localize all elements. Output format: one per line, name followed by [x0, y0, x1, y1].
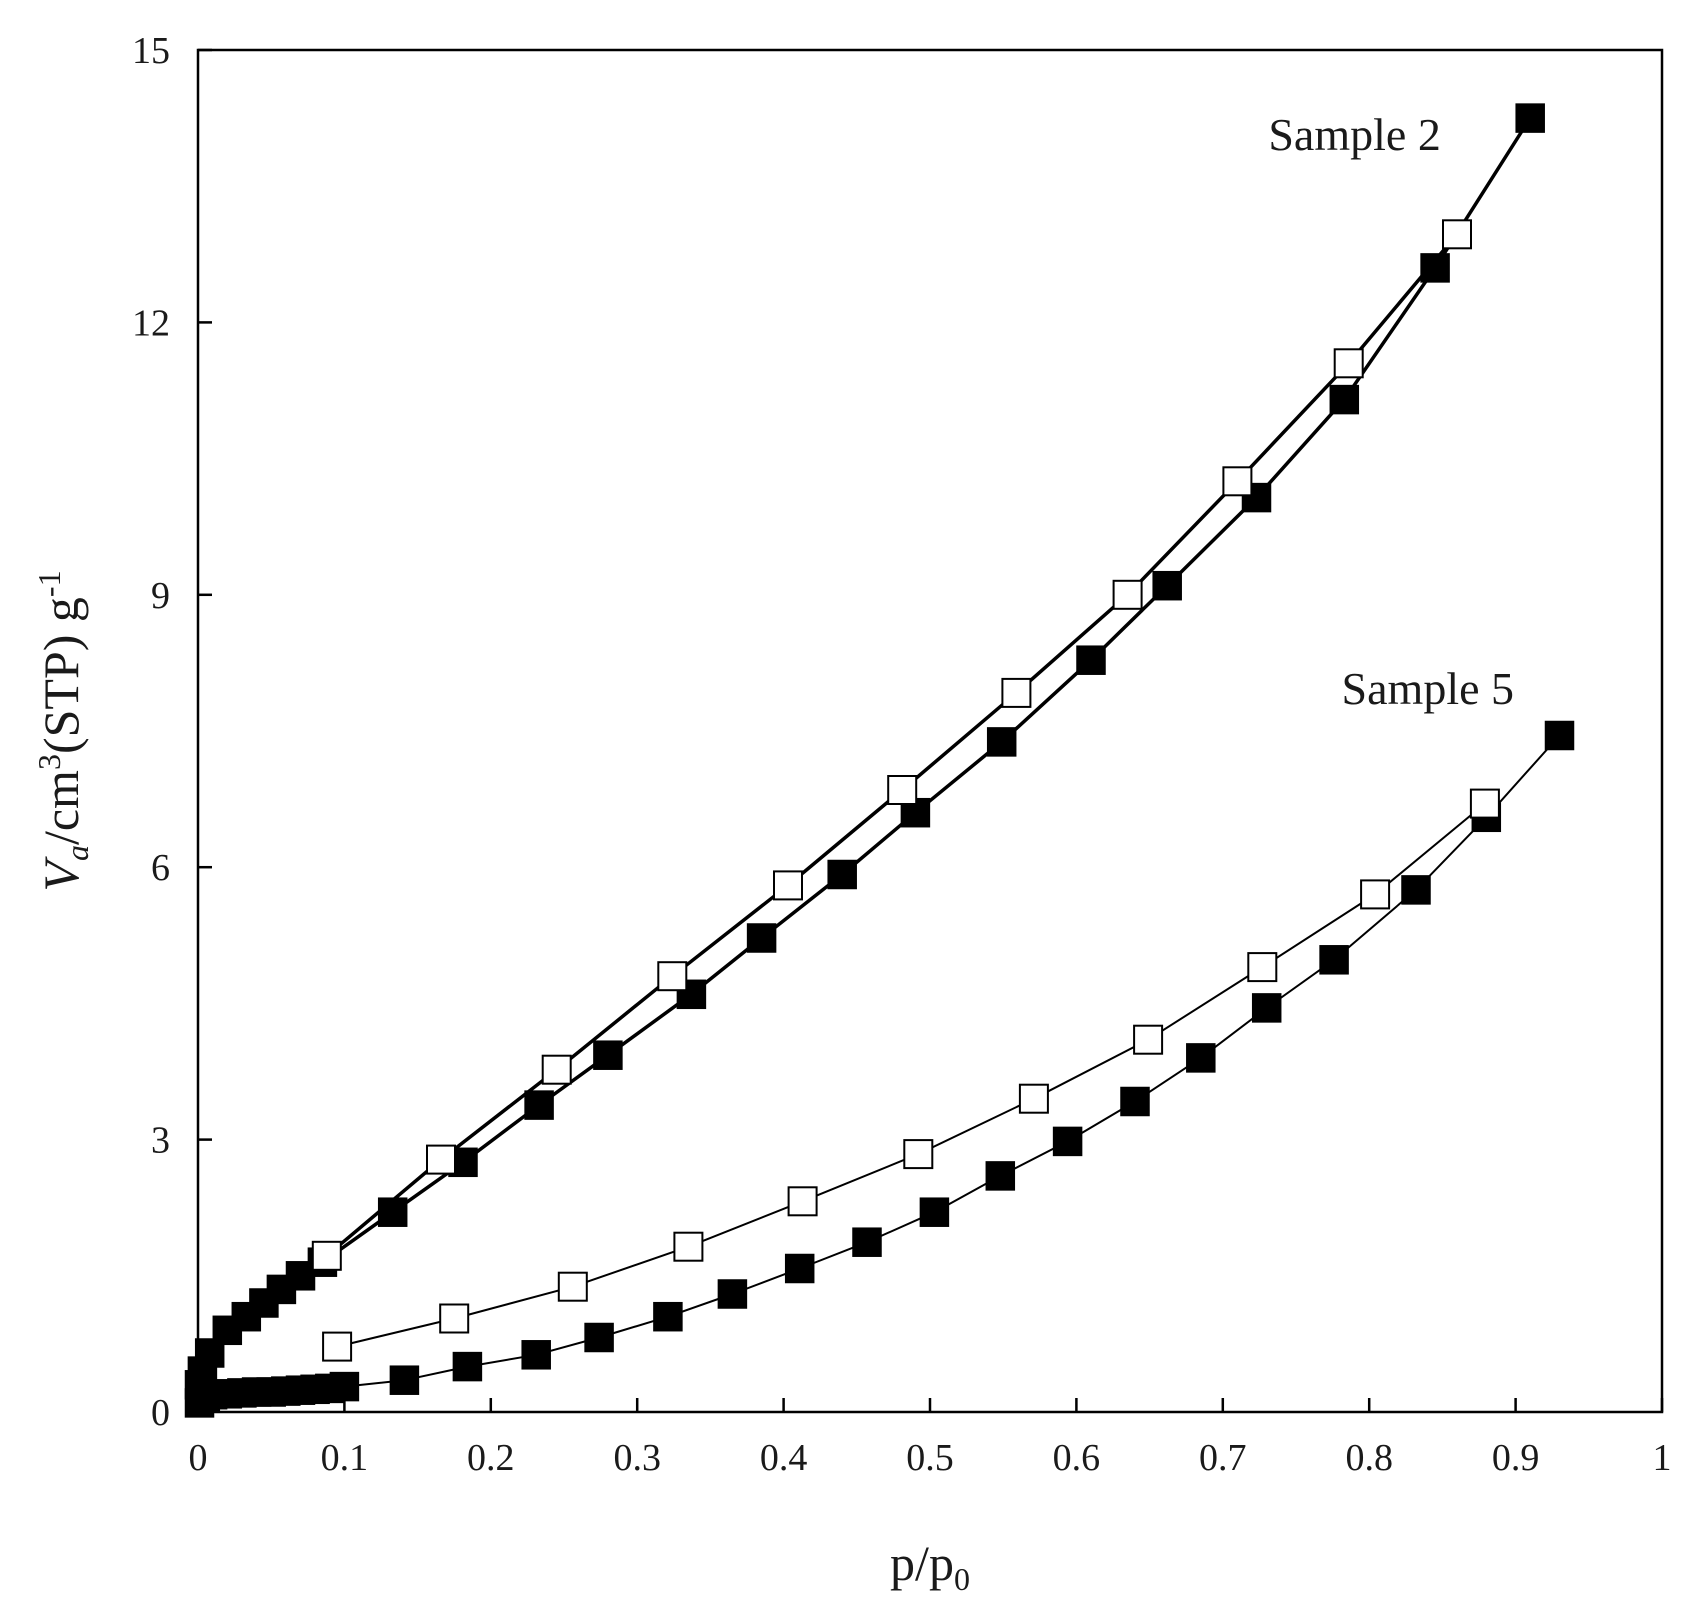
data-point [322, 1331, 353, 1362]
data-point [1076, 645, 1106, 675]
data-point [852, 1227, 882, 1257]
data-point [676, 979, 707, 1010]
data-point [673, 1231, 704, 1262]
data-point [746, 923, 777, 953]
data-point [1515, 103, 1545, 133]
data-point [1544, 720, 1575, 751]
data-point [717, 1279, 748, 1309]
data-point [389, 1365, 420, 1395]
data-point [1222, 466, 1253, 497]
data-point [653, 1301, 683, 1332]
y-tick-label: 15 [132, 30, 170, 72]
data-point [1186, 1043, 1216, 1073]
data-point [1401, 875, 1431, 905]
data-point [1329, 384, 1360, 415]
data-point [657, 961, 688, 992]
data-point [1319, 945, 1349, 975]
data-point [827, 859, 857, 890]
series-line [198, 734, 1561, 1404]
series-line [325, 233, 1459, 1258]
x-axis-ticks: 0 0.1 0.2 0.3 0.4 0.5 0.6 0.7 0.8 0.9 1 [189, 1398, 1672, 1479]
data-point [311, 1240, 342, 1271]
y-axis-title-unit-superscript: 3 [31, 754, 67, 770]
series-line [336, 802, 1486, 1348]
annotation-sample-5: Sample 5 [1342, 663, 1514, 714]
data-point [985, 1161, 1016, 1191]
data-point [887, 775, 918, 805]
series-3 [322, 788, 1500, 1362]
x-axis-title-main: p/p [890, 1535, 954, 1591]
y-tick-label: 9 [151, 575, 170, 617]
data-point [1333, 348, 1364, 379]
x-tick-label: 0 [189, 1437, 208, 1479]
data-point [439, 1303, 470, 1334]
x-tick-label: 0.3 [613, 1437, 661, 1479]
data-point [1052, 1126, 1083, 1157]
data-point [1120, 1086, 1150, 1117]
y-axis-title-variable-subscript: a [59, 845, 95, 861]
data-point [1112, 579, 1143, 610]
data-point [557, 1271, 588, 1302]
data-point [1469, 788, 1500, 819]
data-point [784, 1253, 815, 1284]
y-axis-title-unit-rest: (STP) g [33, 597, 89, 754]
data-point [377, 1197, 408, 1227]
data-point [593, 1040, 623, 1070]
x-tick-label: 0.2 [467, 1437, 515, 1479]
data-point [986, 727, 1017, 757]
data-point [1133, 1024, 1164, 1055]
series-1 [311, 219, 1472, 1271]
y-tick-label: 12 [132, 302, 170, 344]
data-point [1152, 570, 1182, 601]
data-point [1360, 879, 1391, 910]
x-tick-label: 0.1 [321, 1437, 369, 1479]
y-axis-title-unit: /cm [33, 770, 89, 845]
data-point [1001, 677, 1032, 708]
y-axis-title-variable: V [33, 856, 89, 892]
x-tick-label: 0.5 [906, 1437, 954, 1479]
x-tick-label: 0.7 [1199, 1437, 1247, 1479]
data-point [787, 1186, 818, 1217]
data-point [1018, 1083, 1049, 1114]
data-point [1251, 993, 1282, 1023]
annotation-sample-2: Sample 2 [1268, 109, 1440, 160]
data-point [1247, 952, 1278, 983]
data-point [521, 1340, 551, 1370]
y-tick-label: 6 [151, 847, 170, 889]
data-point [541, 1054, 572, 1085]
y-tick-label: 3 [151, 1120, 170, 1162]
y-axis-title: Va/cm3(STP) g-1 [31, 570, 95, 891]
x-axis-title-subscript: 0 [954, 1561, 970, 1597]
x-axis-title: p/p0 [890, 1535, 970, 1597]
data-point [903, 1139, 934, 1170]
x-tick-label: 0.6 [1053, 1437, 1101, 1479]
data-point [452, 1351, 483, 1382]
series-layer [184, 103, 1575, 1418]
data-point [426, 1144, 456, 1175]
data-point [919, 1197, 950, 1227]
x-tick-label: 0.9 [1492, 1437, 1540, 1479]
x-tick-label: 0.4 [760, 1437, 808, 1479]
data-point [1442, 219, 1472, 250]
y-axis-title-unit-rest-superscript: -1 [31, 570, 67, 597]
series-2 [184, 720, 1575, 1418]
y-axis-ticks: 0 3 6 9 12 15 [132, 30, 212, 1434]
data-point [524, 1090, 554, 1120]
x-tick-label: 0.8 [1345, 1437, 1393, 1479]
y-tick-label: 0 [151, 1392, 170, 1434]
data-point [773, 870, 803, 901]
x-tick-label: 1 [1653, 1437, 1672, 1479]
data-point [584, 1322, 614, 1353]
data-point [329, 1371, 360, 1402]
